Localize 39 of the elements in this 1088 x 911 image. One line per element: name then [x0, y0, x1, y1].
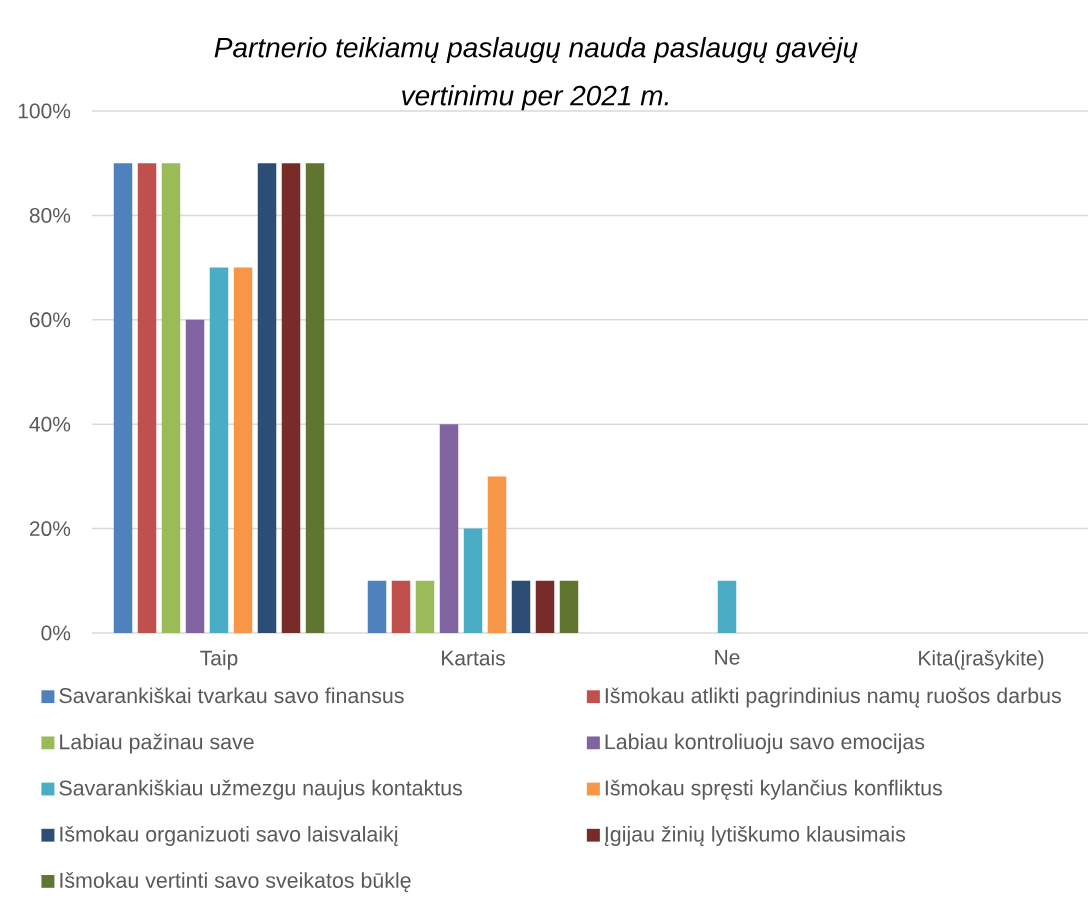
bar	[305, 163, 325, 633]
y-tick-label: 0%	[41, 625, 71, 641]
legend-label: Įgijau žinių lytiškumo klausimais	[604, 825, 906, 846]
bar	[209, 267, 229, 633]
bar	[137, 163, 157, 633]
bar	[535, 580, 555, 633]
bar	[257, 163, 277, 633]
y-tick-label: 20%	[29, 521, 71, 537]
legend-label: Išmokau organizuoti savo laisvalaikį	[60, 825, 398, 846]
bar	[367, 580, 387, 633]
legend-label: Savarankiškiau užmezgu naujus kontaktus	[59, 779, 462, 800]
legend-label: Savarankiškai tvarkau savo finansus	[59, 687, 404, 704]
bar	[233, 267, 253, 633]
x-tick-label: Kartais	[442, 650, 505, 666]
chart-title: Partnerio teikiamų paslaugų nauda paslaugų gavėjų vertinimu per 2021 m.	[214, 36, 858, 112]
bar	[511, 580, 531, 633]
y-tick-label: 100%	[18, 103, 71, 119]
bar	[717, 580, 737, 633]
bar	[439, 424, 459, 633]
bar	[161, 163, 181, 633]
x-tick-label: Taip	[200, 650, 238, 670]
legend-label: Labiau pažinau save	[60, 733, 254, 754]
legend-label: Labiau kontroliuoju savo emocijas	[605, 733, 925, 754]
bar	[391, 580, 411, 633]
bar	[281, 163, 301, 633]
x-tick-label: Ne	[715, 650, 740, 665]
bar	[113, 163, 133, 633]
bar	[415, 580, 435, 633]
y-tick-label: 40%	[29, 416, 71, 432]
bar	[487, 476, 507, 633]
bar	[559, 580, 579, 633]
y-tick-label: 60%	[29, 312, 71, 328]
bar	[463, 528, 483, 633]
legend-label: Išmokau vertinti savo sveikatos būklę	[60, 872, 411, 893]
bar	[185, 319, 205, 633]
y-tick-label: 80%	[29, 207, 71, 223]
legend-label: Išmokau spręsti kylančius konfliktus	[605, 779, 942, 800]
legend-label: Išmokau atlikti pagrindinius namų ruošos darbus	[605, 687, 1061, 708]
x-tick-label: Kita(įrašykite)	[919, 650, 1044, 670]
